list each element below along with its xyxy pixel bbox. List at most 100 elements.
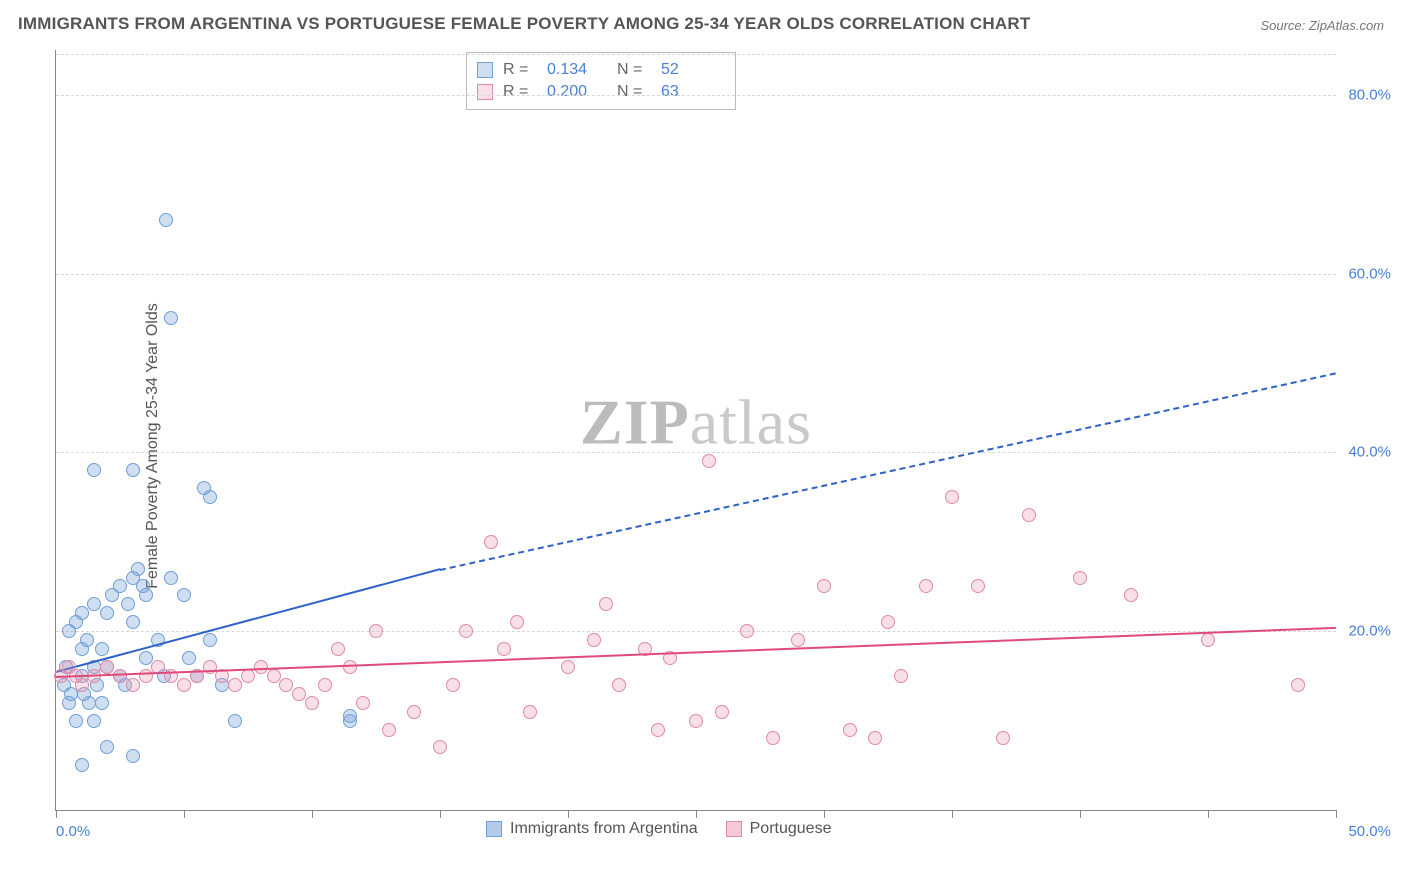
data-point [945, 490, 959, 504]
data-point [87, 597, 101, 611]
gridline [56, 95, 1336, 96]
data-point [228, 714, 242, 728]
data-point [331, 642, 345, 656]
legend-row-portuguese: R =0.200 N =63 [477, 81, 721, 103]
data-point [612, 678, 626, 692]
data-point [228, 678, 242, 692]
data-point [126, 463, 140, 477]
data-point [1124, 588, 1138, 602]
legend-row-argentina: R =0.134 N =52 [477, 59, 721, 81]
data-point [446, 678, 460, 692]
data-point [561, 660, 575, 674]
data-point [100, 606, 114, 620]
data-point [75, 678, 89, 692]
x-tick [440, 810, 441, 818]
data-point [433, 740, 447, 754]
chart-title: IMMIGRANTS FROM ARGENTINA VS PORTUGUESE … [18, 14, 1030, 34]
data-point [164, 311, 178, 325]
data-point [318, 678, 332, 692]
data-point [305, 696, 319, 710]
y-tick-label: 40.0% [1348, 444, 1391, 461]
legend-item-portuguese: Portuguese [726, 820, 832, 838]
data-point [510, 615, 524, 629]
data-point [343, 709, 357, 723]
data-point [95, 696, 109, 710]
correlation-legend: R =0.134 N =52 R =0.200 N =63 [466, 52, 736, 110]
data-point [881, 615, 895, 629]
data-point [702, 454, 716, 468]
x-tick [696, 810, 697, 818]
watermark: ZIPatlas [580, 386, 812, 460]
data-point [484, 535, 498, 549]
data-point [996, 731, 1010, 745]
data-point [177, 588, 191, 602]
x-tick [1080, 810, 1081, 818]
data-point [766, 731, 780, 745]
x-tick [184, 810, 185, 818]
data-point [894, 669, 908, 683]
legend-item-argentina: Immigrants from Argentina [486, 820, 698, 838]
trend-line-extrapolated [440, 372, 1336, 571]
swatch-portuguese-bottom [726, 821, 742, 837]
data-point [791, 633, 805, 647]
data-point [715, 705, 729, 719]
data-point [868, 731, 882, 745]
data-point [182, 651, 196, 665]
swatch-portuguese [477, 84, 493, 100]
data-point [267, 669, 281, 683]
series-legend: Immigrants from Argentina Portuguese [486, 820, 831, 838]
y-tick-label: 20.0% [1348, 623, 1391, 640]
data-point [139, 669, 153, 683]
data-point [689, 714, 703, 728]
x-tick [312, 810, 313, 818]
data-point [203, 490, 217, 504]
source-label: Source: ZipAtlas.com [1260, 18, 1384, 33]
data-point [159, 213, 173, 227]
data-point [971, 579, 985, 593]
y-tick-label: 80.0% [1348, 86, 1391, 103]
data-point [100, 660, 114, 674]
x-tick [568, 810, 569, 818]
data-point [382, 723, 396, 737]
data-point [126, 615, 140, 629]
data-point [740, 624, 754, 638]
data-point [69, 714, 83, 728]
data-point [203, 633, 217, 647]
data-point [139, 588, 153, 602]
data-point [121, 597, 135, 611]
data-point [75, 606, 89, 620]
data-point [292, 687, 306, 701]
x-tick [56, 810, 57, 818]
data-point [241, 669, 255, 683]
data-point [599, 597, 613, 611]
data-point [651, 723, 665, 737]
y-tick-label: 60.0% [1348, 265, 1391, 282]
gridline [56, 631, 1336, 632]
x-tick [824, 810, 825, 818]
swatch-argentina-bottom [486, 821, 502, 837]
x-tick-label: 50.0% [1348, 823, 1391, 840]
data-point [369, 624, 383, 638]
data-point [356, 696, 370, 710]
gridline [56, 274, 1336, 275]
data-point [177, 678, 191, 692]
data-point [407, 705, 421, 719]
data-point [459, 624, 473, 638]
data-point [131, 562, 145, 576]
data-point [164, 571, 178, 585]
gridline [56, 54, 1336, 55]
data-point [523, 705, 537, 719]
data-point [279, 678, 293, 692]
data-point [87, 714, 101, 728]
data-point [1073, 571, 1087, 585]
data-point [343, 660, 357, 674]
data-point [75, 758, 89, 772]
x-tick [1208, 810, 1209, 818]
data-point [817, 579, 831, 593]
swatch-argentina [477, 62, 493, 78]
data-point [95, 642, 109, 656]
x-tick [1336, 810, 1337, 818]
data-point [126, 678, 140, 692]
data-point [497, 642, 511, 656]
x-tick-label: 0.0% [56, 823, 90, 840]
